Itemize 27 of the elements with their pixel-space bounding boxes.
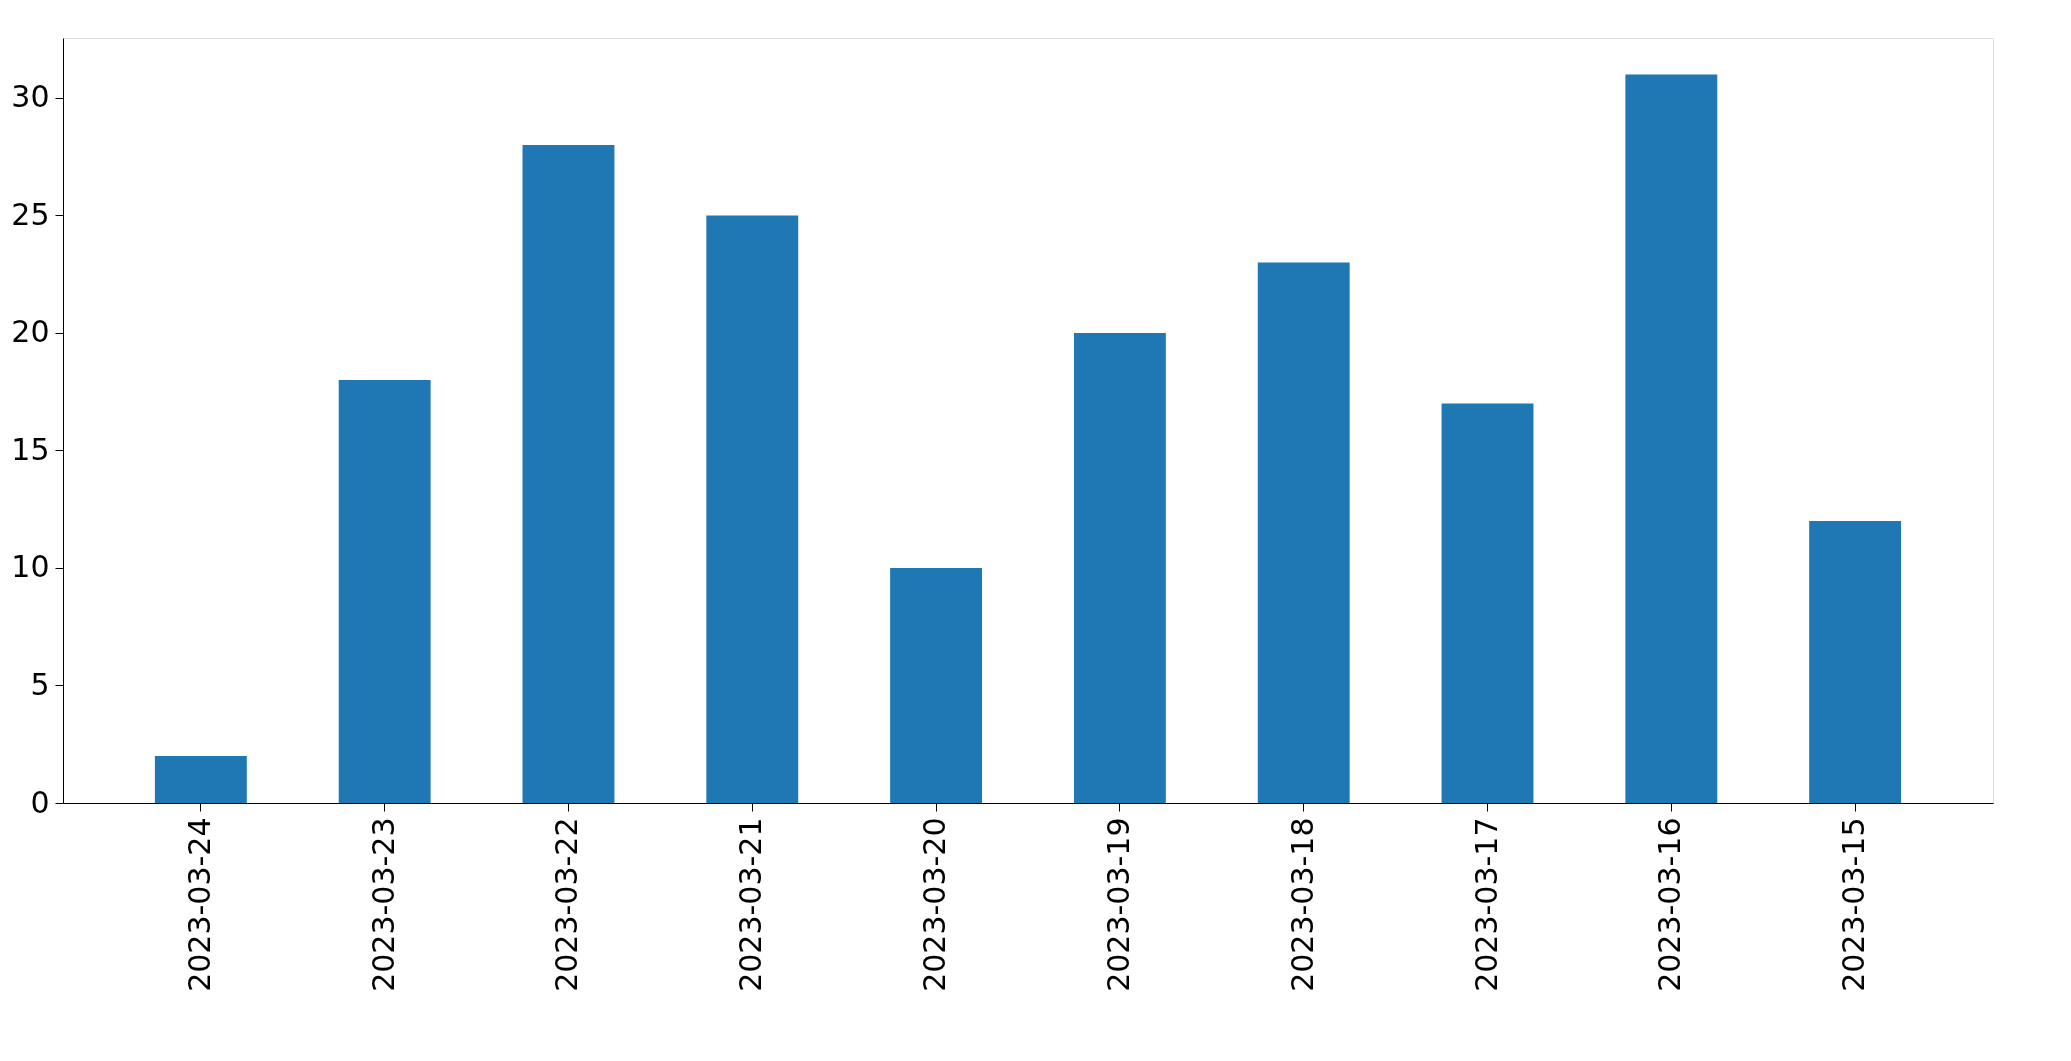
x-tick-label: 2023-03-24 bbox=[181, 817, 217, 992]
y-tick-label: 20 bbox=[11, 314, 50, 350]
bar bbox=[1625, 74, 1718, 803]
bar bbox=[338, 379, 431, 803]
x-tick-label: 2023-03-21 bbox=[733, 817, 769, 992]
bar bbox=[154, 756, 247, 803]
y-tick-label: 10 bbox=[11, 549, 50, 585]
x-tick-label: 2023-03-20 bbox=[917, 817, 953, 992]
bar bbox=[1441, 403, 1534, 803]
y-tick-label: 15 bbox=[11, 431, 50, 467]
bar bbox=[1809, 520, 1902, 803]
y-tick-label: 25 bbox=[11, 196, 50, 232]
x-tick-label: 2023-03-19 bbox=[1100, 817, 1136, 992]
y-tick-label: 0 bbox=[30, 784, 50, 820]
bar bbox=[1257, 262, 1350, 803]
x-tick-label: 2023-03-17 bbox=[1468, 817, 1504, 992]
y-tick-label: 5 bbox=[30, 666, 50, 702]
y-tick-label: 30 bbox=[11, 79, 50, 115]
x-tick-label: 2023-03-15 bbox=[1836, 817, 1872, 992]
bar bbox=[706, 215, 799, 803]
bar bbox=[1073, 332, 1166, 803]
x-tick-label: 2023-03-22 bbox=[549, 817, 585, 992]
x-tick-label: 2023-03-18 bbox=[1284, 817, 1320, 992]
bar bbox=[890, 567, 983, 803]
x-tick-label: 2023-03-16 bbox=[1652, 817, 1688, 992]
x-tick-label: 2023-03-23 bbox=[365, 817, 401, 992]
bar bbox=[522, 144, 615, 803]
